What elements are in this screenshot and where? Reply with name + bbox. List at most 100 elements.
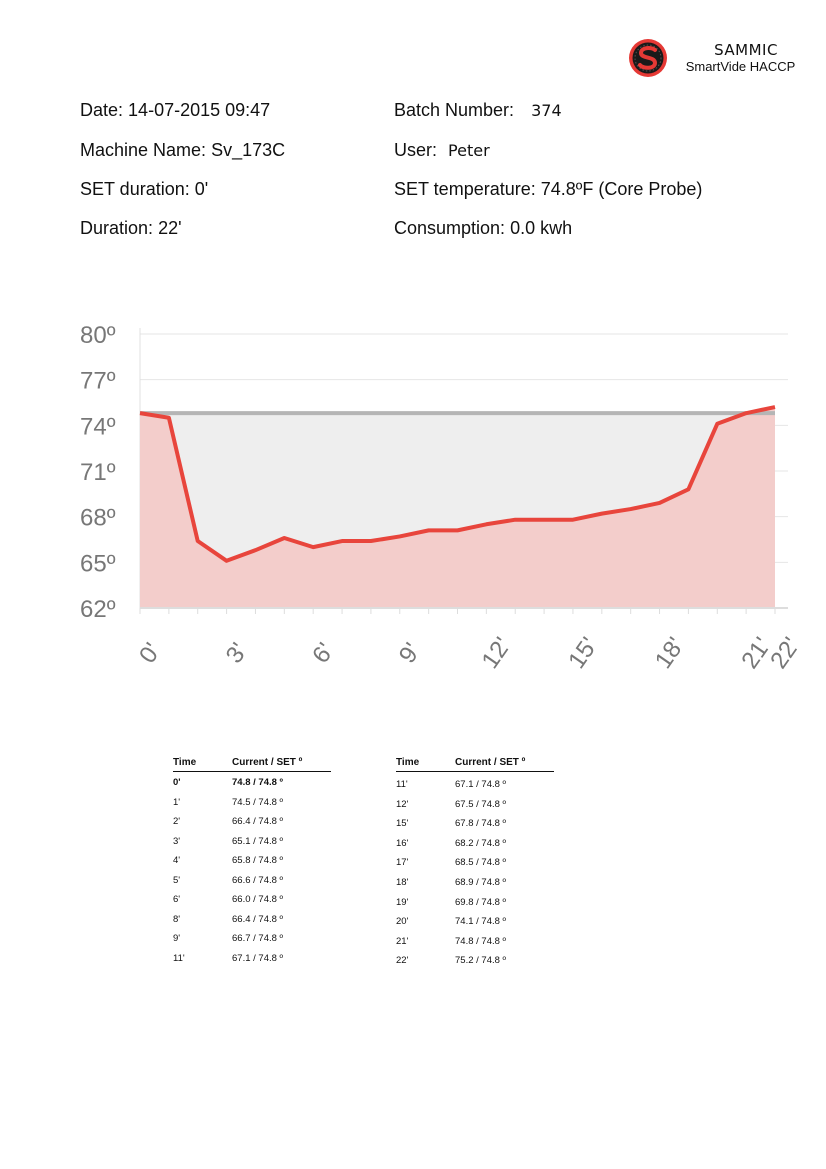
x-tick-label: 18' — [650, 633, 690, 674]
set-duration-value: 0' — [194, 179, 209, 199]
table-row: 9' 66.7 / 74.8 º — [173, 933, 343, 951]
batch-number-field: Batch Number: 374 — [394, 100, 562, 121]
x-tick-label: 9' — [394, 638, 426, 668]
y-tick-label: 65º — [80, 550, 116, 577]
table-row: 3' 65.1 / 74.8 º — [173, 836, 343, 854]
row-time: 16' — [396, 837, 409, 849]
row-time: 12' — [396, 798, 409, 810]
row-time: 3' — [173, 835, 181, 847]
row-value: 69.8 / 74.8 º — [455, 896, 507, 908]
table-row: 5' 66.6 / 74.8 º — [173, 875, 343, 893]
date-value: 14-07-2015 09:47 — [128, 100, 271, 120]
table-row: 4' 65.8 / 74.8 º — [173, 855, 343, 873]
set-duration-label: SET duration: — [80, 179, 190, 199]
row-value: 65.1 / 74.8 º — [232, 835, 284, 847]
brand-name: SAMMIC — [714, 41, 778, 59]
row-value: 74.8 / 74.8 º — [232, 777, 284, 788]
y-tick-label: 74º — [80, 413, 116, 440]
row-value: 67.5 / 74.8 º — [455, 798, 507, 810]
duration-field: Duration: 22' — [80, 218, 182, 239]
table-row: 12' 67.5 / 74.8 º — [396, 799, 566, 817]
brand-subtitle: SmartVide HACCP — [685, 59, 796, 74]
row-value: 67.8 / 74.8 º — [455, 818, 507, 830]
table-row: 22' 75.2 / 74.8 º — [396, 955, 566, 973]
row-value: 75.2 / 74.8 º — [455, 955, 507, 967]
table-row: 15' 67.8 / 74.8 º — [396, 818, 566, 836]
x-tick-label: 22' — [765, 633, 805, 674]
row-time: 17' — [396, 857, 409, 869]
x-tick-label: 3' — [221, 638, 253, 668]
set-temperature-field: SET temperature: 74.8ºF (Core Probe) — [394, 179, 702, 200]
machine-name-field: Machine Name: Sv_173C — [80, 140, 285, 161]
table-row: 6' 66.0 / 74.8 º — [173, 894, 343, 912]
table-row: 21' 74.8 / 74.8 º — [396, 936, 566, 954]
row-value: 74.5 / 74.8 º — [232, 796, 284, 808]
current-set-column-header: Current / SET º — [455, 757, 526, 768]
batch-number-label: Batch Number: — [394, 100, 515, 120]
date-field: Date: 14-07-2015 09:47 — [80, 100, 270, 121]
row-value: 66.7 / 74.8 º — [232, 933, 284, 944]
set-duration-field: SET duration: 0' — [80, 179, 208, 200]
row-time: 9' — [173, 933, 181, 944]
consumption-label: Consumption: — [394, 218, 506, 238]
time-column-header: Time — [396, 757, 420, 768]
readings-table-left: Time Current / SET º 0' 74.8 / 74.8 º 1' 74… — [173, 757, 333, 977]
row-time: 4' — [173, 855, 181, 866]
table-row: 11' 67.1 / 74.8 º — [173, 953, 343, 971]
row-time: 1' — [173, 796, 181, 808]
row-time: 8' — [173, 913, 181, 925]
header-rule — [396, 771, 554, 772]
row-value: 74.1 / 74.8 º — [455, 916, 507, 928]
row-value: 66.0 / 74.8 º — [232, 894, 284, 905]
row-time: 11' — [173, 952, 185, 964]
sammic-s-logo-icon — [629, 39, 667, 77]
row-value: 66.4 / 74.8 º — [232, 913, 284, 925]
row-value: 68.9 / 74.8 º — [455, 877, 507, 888]
brand-header: SAMMIC SmartVide HACCP — [628, 38, 808, 82]
row-time: 2' — [173, 816, 181, 827]
row-time: 11' — [396, 779, 408, 790]
table-row: 18' 68.9 / 74.8 º — [396, 877, 566, 895]
time-column-header: Time — [173, 757, 197, 768]
x-tick-label: 0' — [134, 638, 166, 668]
date-label: Date: — [80, 100, 124, 120]
row-value: 65.8 / 74.8 º — [232, 855, 284, 866]
row-time: 18' — [396, 877, 409, 888]
y-tick-label: 68º — [80, 505, 116, 532]
row-time: 5' — [173, 874, 181, 886]
table-row: 0' 74.8 / 74.8 º — [173, 777, 343, 795]
current-set-column-header: Current / SET º — [232, 757, 303, 768]
user-label: User: — [394, 140, 438, 160]
row-time: 22' — [396, 955, 409, 967]
y-tick-label: 62º — [80, 596, 116, 623]
row-value: 68.2 / 74.8 º — [455, 837, 507, 849]
row-value: 68.5 / 74.8 º — [455, 857, 507, 869]
row-value: 74.8 / 74.8 º — [455, 935, 507, 947]
y-tick-label: 71º — [80, 459, 116, 486]
y-tick-label: 80º — [80, 322, 116, 349]
set-temperature-value: 74.8ºF (Core Probe) — [540, 179, 703, 199]
row-value: 66.6 / 74.8 º — [232, 874, 284, 886]
batch-number-value: 374 — [531, 101, 562, 120]
x-tick-label: 12' — [477, 633, 517, 674]
table-row: 16' 68.2 / 74.8 º — [396, 838, 566, 856]
user-value: Peter — [448, 141, 490, 160]
consumption-value: 0.0 kwh — [510, 218, 573, 238]
row-value: 67.1 / 74.8 º — [232, 952, 284, 964]
row-value: 67.1 / 74.8 º — [455, 779, 507, 790]
current-temperature-line — [139, 405, 776, 563]
table-row: 19' 69.8 / 74.8 º — [396, 897, 566, 915]
table-row: 11' 67.1 / 74.8 º — [396, 779, 566, 797]
duration-value: 22' — [158, 218, 182, 238]
current-area — [140, 407, 775, 608]
x-tick-label: 6' — [307, 638, 339, 668]
row-time: 21' — [396, 935, 409, 947]
y-tick-label: 77º — [80, 368, 116, 395]
table-row: 20' 74.1 / 74.8 º — [396, 916, 566, 934]
user-field: User: Peter — [394, 140, 490, 161]
machine-name-value: Sv_173C — [211, 140, 286, 160]
header-rule — [173, 771, 331, 772]
row-value: 66.4 / 74.8 º — [232, 816, 284, 827]
table-row: 8' 66.4 / 74.8 º — [173, 914, 343, 932]
table-row: 1' 74.5 / 74.8 º — [173, 797, 343, 815]
